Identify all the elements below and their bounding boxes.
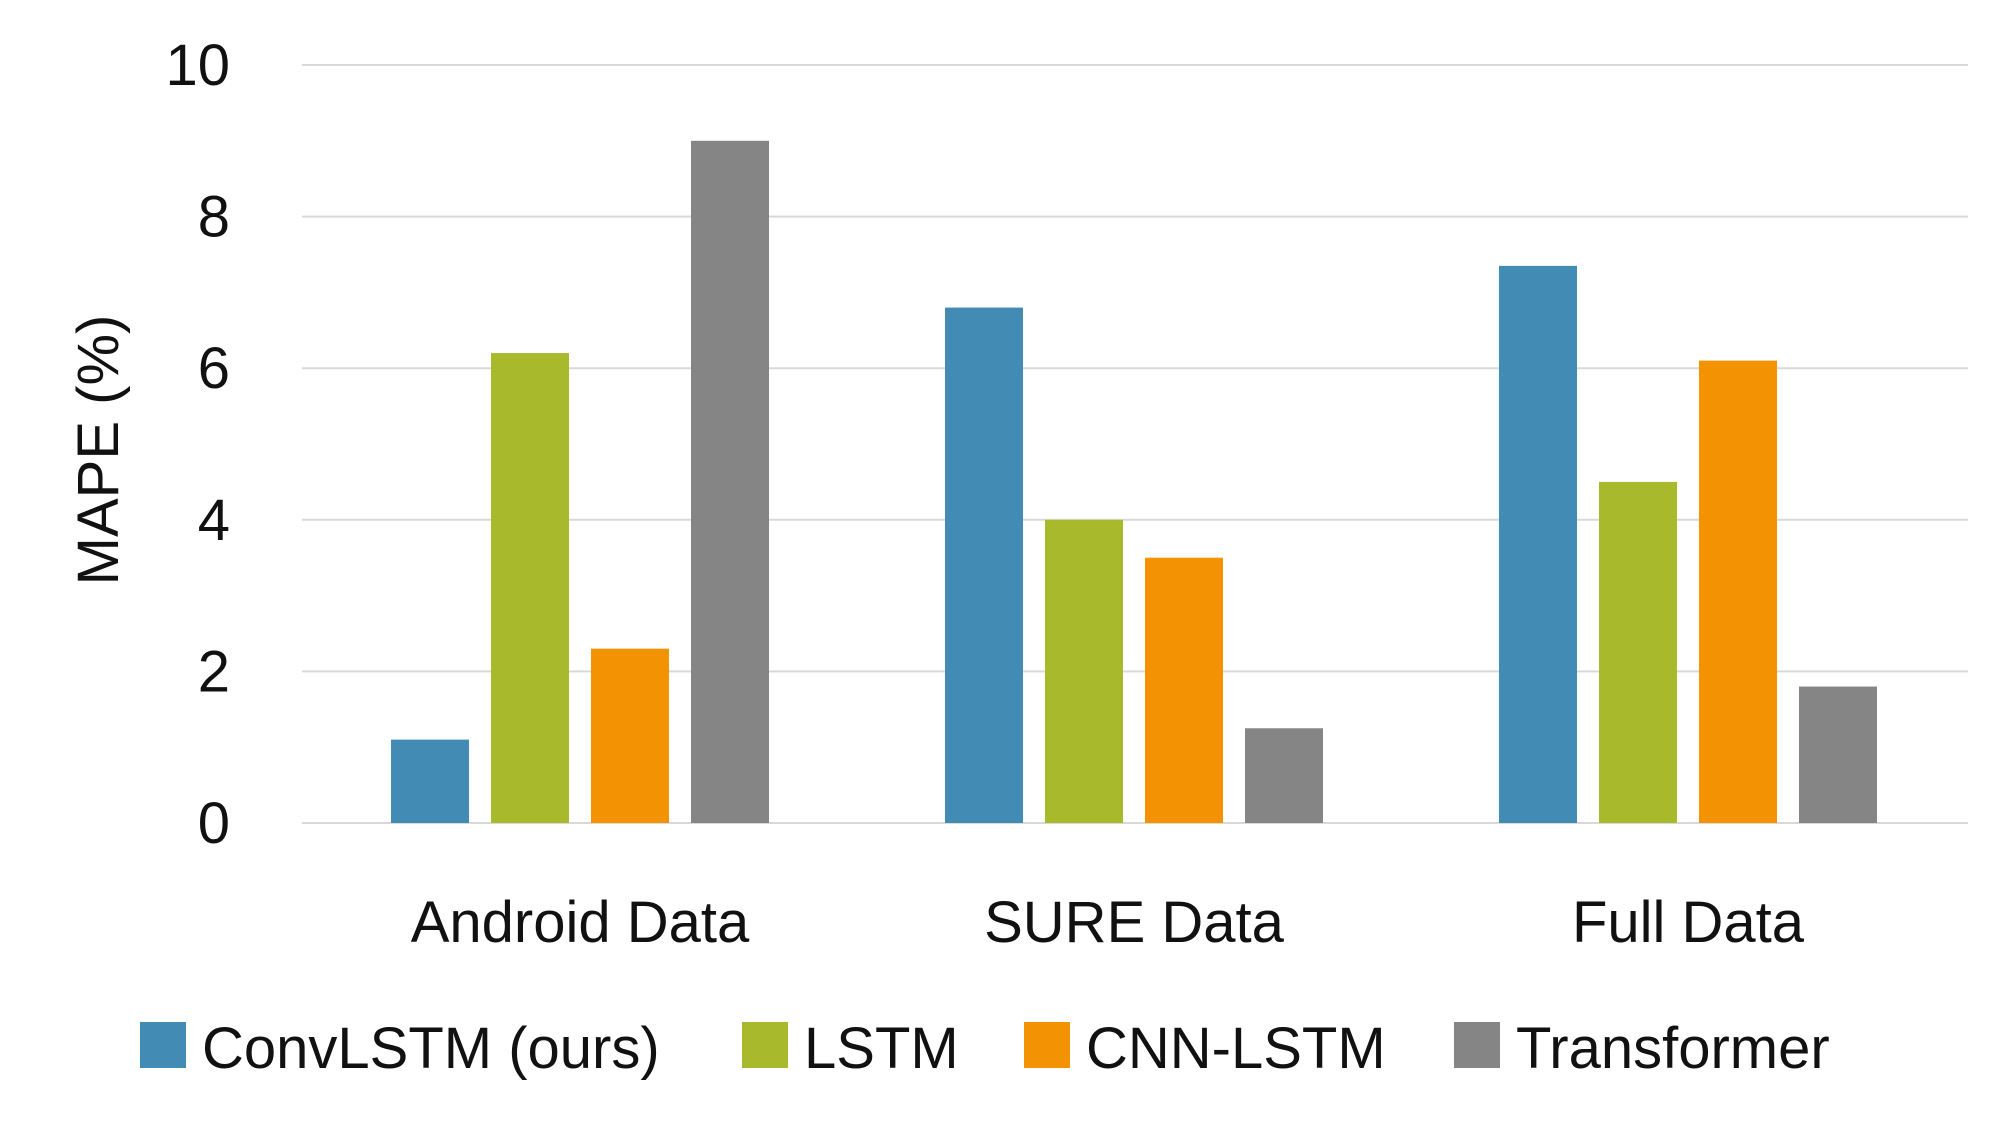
bar xyxy=(1599,481,1677,823)
bar xyxy=(1699,360,1777,823)
gridlines xyxy=(302,64,1968,824)
legend-label: CNN-LSTM xyxy=(1086,1016,1386,1081)
y-tick-label: 10 xyxy=(165,33,230,98)
bars xyxy=(391,140,1877,824)
x-axis-categories: Android Data SURE Data Full Data xyxy=(411,890,1805,955)
legend-swatch xyxy=(1024,1022,1070,1068)
y-axis-title: MAPE (%) xyxy=(66,315,131,586)
y-tick-label: 2 xyxy=(198,639,230,704)
bar xyxy=(591,648,669,823)
y-tick-label: 8 xyxy=(198,185,230,250)
y-tick-label: 4 xyxy=(198,488,230,553)
x-category-label: Android Data xyxy=(411,890,750,955)
bar xyxy=(391,739,469,823)
legend-label: LSTM xyxy=(804,1016,959,1081)
legend-swatch xyxy=(1454,1022,1500,1068)
bar xyxy=(1245,728,1323,823)
bar xyxy=(1145,557,1223,823)
bar xyxy=(1499,265,1577,823)
y-tick-label: 6 xyxy=(198,336,230,401)
bar xyxy=(1799,686,1877,823)
legend-swatch xyxy=(742,1022,788,1068)
y-axis-ticks: 0 2 4 6 8 10 xyxy=(165,33,230,856)
bar xyxy=(945,307,1023,823)
legend: ConvLSTM (ours) LSTM CNN-LSTM Transformer xyxy=(140,1016,1830,1081)
x-category-label: SURE Data xyxy=(984,890,1285,955)
bar xyxy=(491,353,569,823)
legend-label: ConvLSTM (ours) xyxy=(202,1016,660,1081)
bar xyxy=(691,140,769,824)
legend-label: Transformer xyxy=(1516,1016,1830,1081)
y-tick-label: 0 xyxy=(198,791,230,856)
x-category-label: Full Data xyxy=(1572,890,1805,955)
legend-swatch xyxy=(140,1022,186,1068)
bar xyxy=(1045,519,1123,823)
